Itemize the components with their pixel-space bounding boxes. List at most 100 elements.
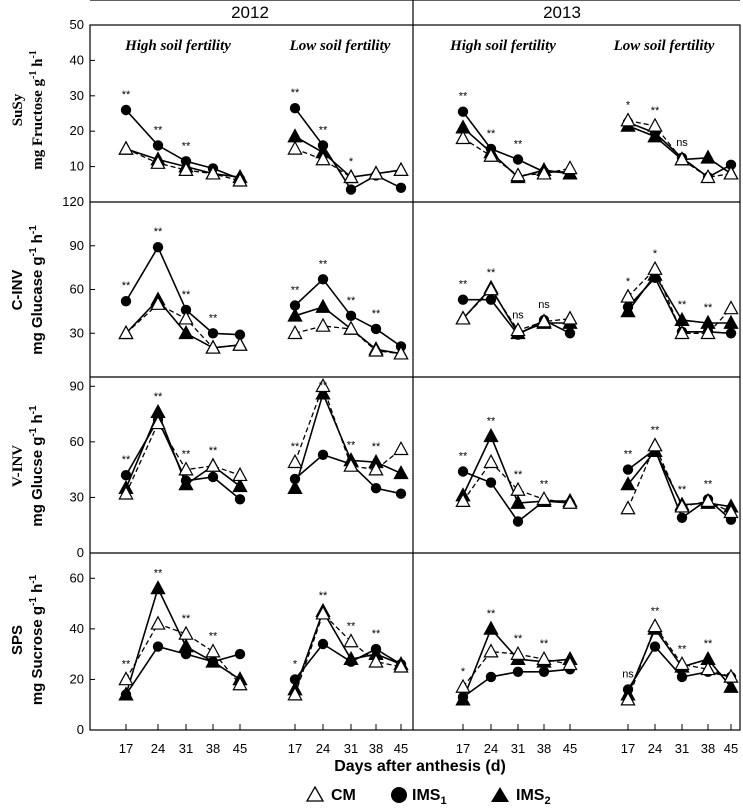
significance-label: ** [319,258,328,270]
cm-point [287,140,303,155]
ims1-point [234,329,246,340]
cm-point [287,453,303,469]
x-tick-label: 24 [151,741,165,756]
significance-label: ** [291,87,300,99]
ims2-point [647,128,663,143]
cm-point [118,140,134,155]
cm-point [205,165,221,180]
cm-point [536,491,552,506]
significance-label: ** [540,638,549,650]
legend-cm-label: CM [331,787,356,804]
y-tick-label: 60 [70,282,84,297]
y-tick-label: 60 [70,570,84,585]
cm-point [232,172,248,187]
significance-label: ** [372,441,381,453]
ims1-point [152,641,164,652]
cm-point [393,345,409,360]
cm-point [455,130,471,145]
legend-ims2-label: IMS2 [516,787,551,807]
ims1-point [725,328,737,339]
significance-label: ** [372,308,381,320]
significance-label: * [461,666,466,678]
series-line-ims2 [627,449,732,508]
cm-point [483,643,499,658]
significance-label: ** [319,380,328,392]
x-tick-label: 17 [456,741,470,756]
x-tick-label: 31 [344,741,358,756]
data-layer: ****************** **ns******************… [118,87,739,706]
ims1-point [676,671,688,683]
ims1-point [457,294,469,305]
ims1-point [207,328,219,339]
significance-label: ** [209,445,218,457]
cm-point [483,281,499,296]
ims1-point [317,638,329,650]
cm-point [150,154,166,169]
cm-point [700,492,716,507]
cm-point [232,336,248,351]
ims1-point [395,182,407,193]
significance-label: ** [487,128,496,140]
significance-label: ** [209,631,218,643]
cm-point [674,498,690,513]
cm-point [343,457,359,472]
cm-point [562,160,578,175]
ylabel-cinv-top: C-INV [9,270,26,311]
significance-label: ** [291,441,300,453]
cm-point [287,686,303,701]
group-header-low-2012: Low soil fertility [289,38,391,54]
series-line-cm [294,612,402,695]
ims1-point [649,641,661,652]
ims1-point [725,159,737,170]
ims2-point [232,478,248,493]
significance-label: ** [122,658,131,670]
significance-label: ** [154,391,163,403]
cm-point [647,618,663,633]
cm-point [536,165,552,180]
significance-label: ** [154,567,163,579]
cm-point [118,485,134,500]
significance-label: ** [182,140,191,152]
ylabel-sps: SPS mg Sucrose g-1 h-1 [9,574,46,705]
cm-point [700,661,716,676]
cm-point [700,168,716,184]
y-tick-label: 90 [70,238,84,253]
ims1-point [457,106,469,117]
cm-point [205,457,221,472]
group-header-high-2013: High soil fertility [449,38,556,54]
ims2-point [343,650,359,666]
significance-label: ** [319,590,328,602]
y-tick-label: 30 [70,489,84,504]
ims2-point [700,149,716,164]
significance-label: ** [651,105,660,117]
cm-point [178,310,194,325]
significance-label: ** [540,478,549,490]
cm-point [483,453,499,469]
significance-label: ** [182,449,191,461]
series-line-ims2 [627,125,732,175]
cm-point [343,168,359,184]
x-tick-label: 45 [563,741,577,756]
group-header-low-2013: Low soil fertility [613,38,715,54]
significance-label: ** [122,280,131,292]
ims2-point [118,686,134,701]
ylabel-susy-top: SuSy [10,93,26,126]
cm-point [620,691,636,706]
x-tick-label: 17 [621,741,635,756]
cm-point [723,668,739,683]
ims1-point [512,516,524,527]
legend-cm-marker-icon [305,785,325,802]
y-tick-label: 40 [70,621,84,636]
ylabel-sps-top: SPS [9,625,26,655]
ims1-point [234,494,246,505]
y-tick-label: 0 [77,722,84,737]
ylabel-vinv-top: V-INV [10,445,26,487]
ims1-point [395,488,407,499]
ims1-point [289,103,301,114]
y-tick-label: 60 [70,434,84,449]
ims1-point [317,449,329,460]
cm-point [150,615,166,630]
significance-label: ns [512,309,524,321]
cm-point [510,481,526,496]
significance-label: ns [622,669,634,681]
